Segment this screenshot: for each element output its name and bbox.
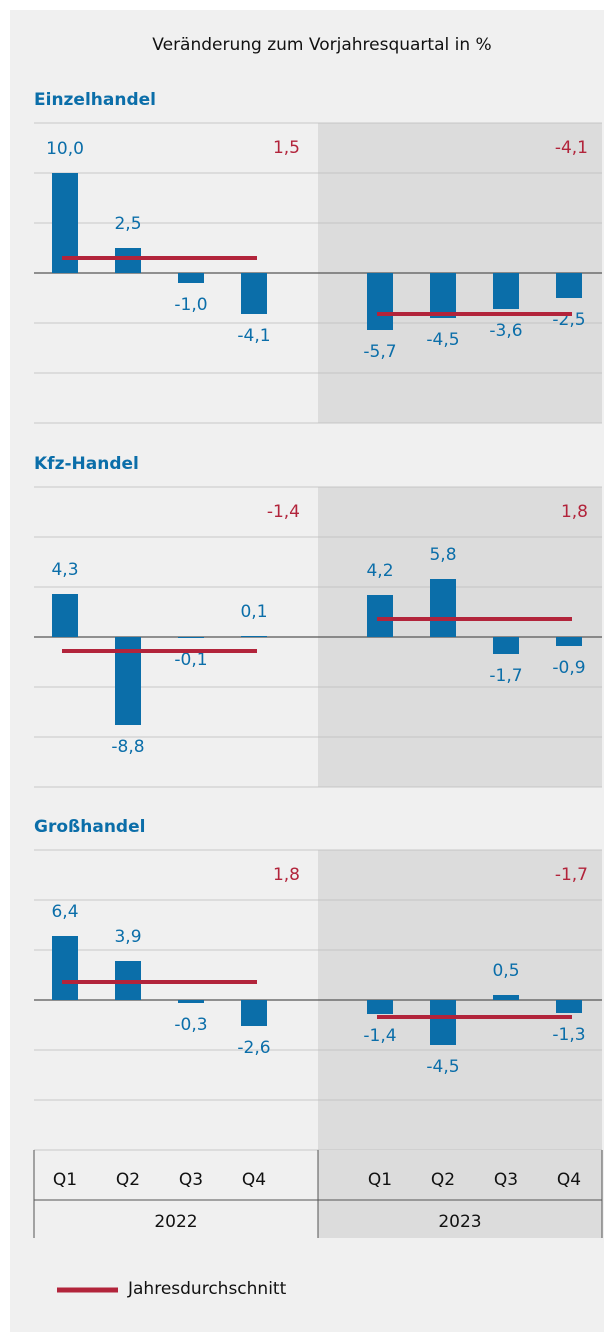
x-tick-label: Q4 [242,1170,266,1190]
bar [430,579,456,637]
value-label: -3,6 [489,321,522,341]
bar [556,1000,582,1013]
x-tick-label: Q3 [494,1170,518,1190]
value-label: -1,4 [363,1026,396,1046]
value-label: -2,6 [237,1038,270,1058]
bar [493,637,519,654]
value-label: -4,5 [426,1057,459,1077]
bar [367,1000,393,1014]
value-label: -4,1 [237,326,270,346]
value-label: 4,3 [51,560,78,580]
value-label: 6,4 [51,902,78,922]
value-label: -0,9 [552,658,585,678]
value-label: 4,2 [366,561,393,581]
bar [241,273,267,314]
year-label: 2022 [154,1212,197,1232]
average-label: -1,4 [267,502,300,522]
value-label: -1,7 [489,666,522,686]
bar [241,636,267,637]
panel-title: Einzelhandel [34,90,156,110]
x-tick-label: Q2 [431,1170,455,1190]
value-label: 5,8 [429,545,456,565]
value-label: -4,5 [426,330,459,350]
bar [241,1000,267,1026]
value-label: 0,1 [240,602,267,622]
value-label: 2,5 [114,214,141,234]
bar [178,637,204,638]
value-label: -0,3 [174,1015,207,1035]
value-label: 0,5 [492,961,519,981]
value-label: 3,9 [114,927,141,947]
shade-2023 [318,1150,602,1238]
chart-title: Veränderung zum Vorjahresquartal in % [152,35,491,55]
bar [178,1000,204,1003]
average-label: 1,5 [273,138,300,158]
value-label: -0,1 [174,650,207,670]
value-label: -1,3 [552,1025,585,1045]
bar [178,273,204,283]
average-label: -4,1 [555,138,588,158]
bar [430,273,456,318]
bar [493,273,519,309]
bar [52,936,78,1000]
bar [115,248,141,273]
panel-title: Großhandel [34,817,145,837]
value-label: -8,8 [111,737,144,757]
bar [556,273,582,298]
x-tick-label: Q4 [557,1170,581,1190]
x-tick-label: Q3 [179,1170,203,1190]
x-tick-label: Q1 [53,1170,77,1190]
bar [556,637,582,646]
value-label: 10,0 [46,139,84,159]
bar [367,595,393,637]
average-label: 1,8 [561,502,588,522]
bar [430,1000,456,1045]
x-tick-label: Q1 [368,1170,392,1190]
bar [367,273,393,330]
value-label: -1,0 [174,295,207,315]
year-label: 2023 [438,1212,481,1232]
average-label: 1,8 [273,865,300,885]
value-label: -5,7 [363,342,396,362]
x-tick-label: Q2 [116,1170,140,1190]
bar [52,594,78,637]
average-label: -1,7 [555,865,588,885]
panel-title: Kfz-Handel [34,454,139,474]
bar [493,995,519,1000]
legend-label: Jahresdurchschnitt [127,1279,287,1299]
